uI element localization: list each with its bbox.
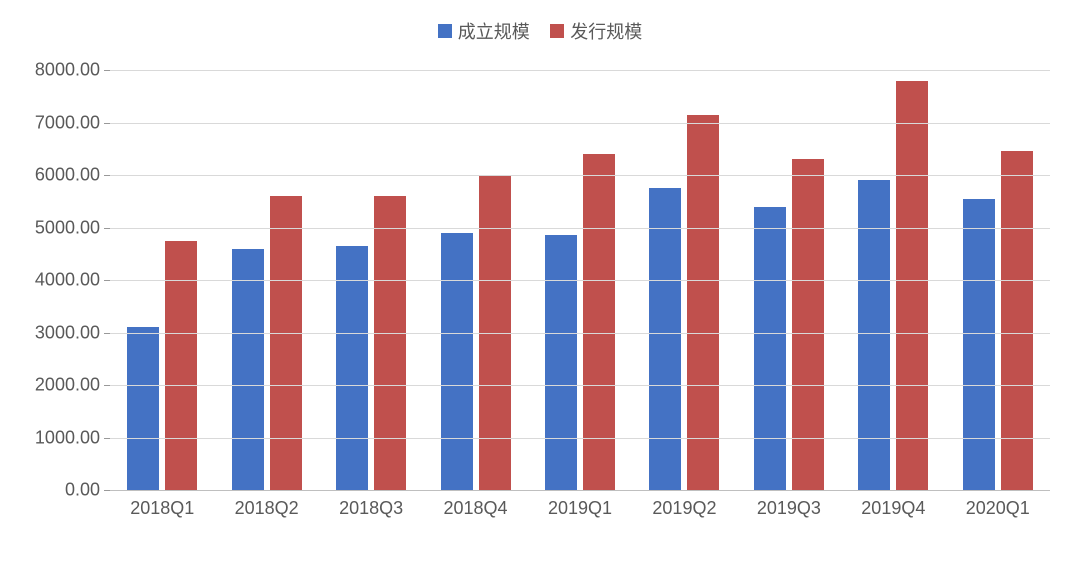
gridline — [110, 490, 1050, 491]
x-tick-label: 2018Q4 — [444, 498, 508, 519]
y-axis-tick — [104, 175, 110, 176]
legend-item-series-2: 发行规模 — [550, 18, 642, 44]
legend-label-2: 发行规模 — [570, 18, 642, 44]
x-tick-label: 2019Q1 — [548, 498, 612, 519]
bar — [165, 241, 197, 490]
y-tick-label: 3000.00 — [20, 322, 100, 343]
legend-swatch-2 — [550, 24, 564, 38]
gridline — [110, 70, 1050, 71]
bar — [127, 327, 159, 490]
x-tick-label: 2018Q1 — [130, 498, 194, 519]
legend: 成立规模 发行规模 — [0, 18, 1080, 44]
bar — [792, 159, 824, 490]
y-tick-label: 0.00 — [20, 480, 100, 501]
gridline — [110, 123, 1050, 124]
x-tick-label: 2018Q3 — [339, 498, 403, 519]
x-tick-label: 2020Q1 — [966, 498, 1030, 519]
bar — [232, 249, 264, 491]
y-axis-tick — [104, 333, 110, 334]
y-axis-tick — [104, 438, 110, 439]
y-tick-label: 2000.00 — [20, 375, 100, 396]
bar — [963, 199, 995, 490]
plot-area — [110, 70, 1050, 490]
y-axis-tick — [104, 123, 110, 124]
bar — [754, 207, 786, 491]
legend-label-1: 成立规模 — [458, 18, 530, 44]
x-tick-label: 2019Q2 — [652, 498, 716, 519]
y-tick-label: 7000.00 — [20, 112, 100, 133]
bar — [441, 233, 473, 490]
y-axis-tick — [104, 385, 110, 386]
x-tick-label: 2019Q4 — [861, 498, 925, 519]
gridline — [110, 438, 1050, 439]
gridline — [110, 333, 1050, 334]
x-tick-label: 2019Q3 — [757, 498, 821, 519]
gridline — [110, 175, 1050, 176]
y-axis-tick — [104, 280, 110, 281]
gridline — [110, 228, 1050, 229]
bar — [1001, 151, 1033, 490]
bar — [374, 196, 406, 490]
gridline — [110, 385, 1050, 386]
legend-swatch-1 — [438, 24, 452, 38]
bar — [687, 115, 719, 490]
bar — [896, 81, 928, 491]
legend-item-series-1: 成立规模 — [438, 18, 530, 44]
bar — [336, 246, 368, 490]
gridline — [110, 280, 1050, 281]
y-tick-label: 6000.00 — [20, 165, 100, 186]
x-tick-label: 2018Q2 — [235, 498, 299, 519]
bar — [583, 154, 615, 490]
y-axis-tick — [104, 490, 110, 491]
y-tick-label: 1000.00 — [20, 427, 100, 448]
y-axis-tick — [104, 228, 110, 229]
bar-chart: 成立规模 发行规模 0.00 1000.00 2000.00 3000.00 4000.… — [0, 0, 1080, 566]
bar — [545, 235, 577, 490]
y-tick-label: 5000.00 — [20, 217, 100, 238]
y-tick-label: 4000.00 — [20, 270, 100, 291]
bar — [270, 196, 302, 490]
y-axis-tick — [104, 70, 110, 71]
y-tick-label: 8000.00 — [20, 60, 100, 81]
bar — [649, 188, 681, 490]
